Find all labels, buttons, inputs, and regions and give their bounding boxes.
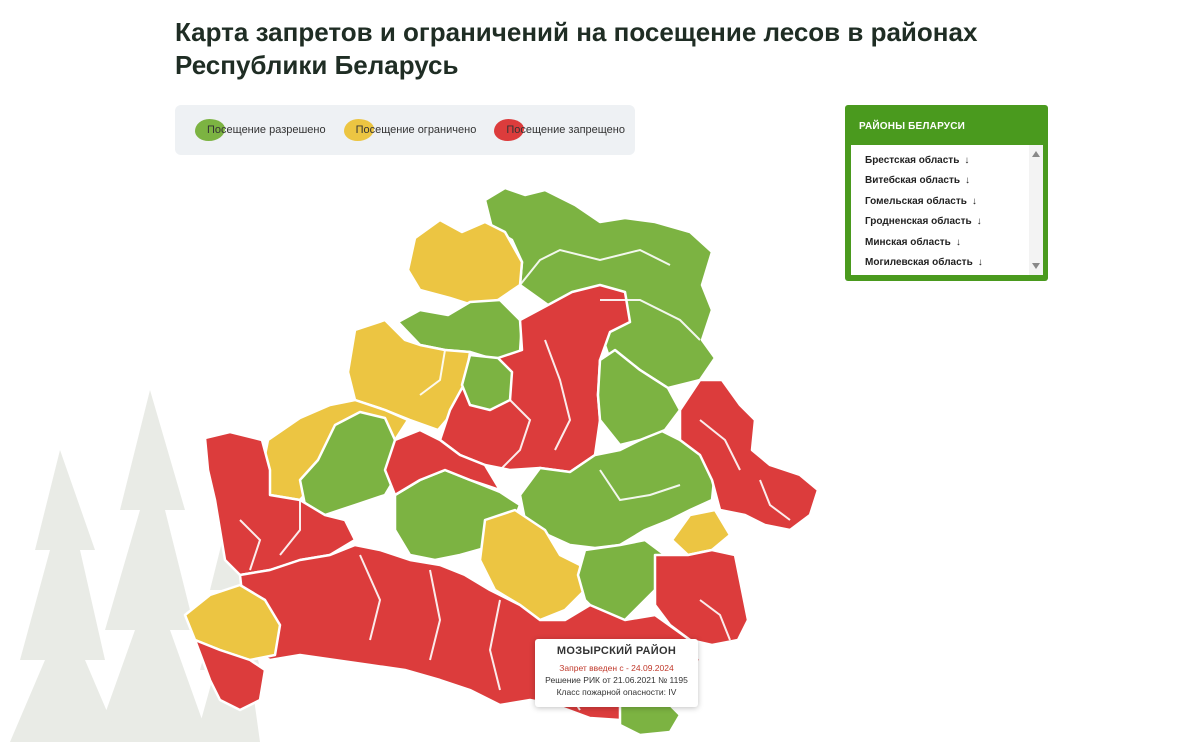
region-item-label: Витебская область	[865, 175, 961, 187]
regions-scrollbar[interactable]	[1029, 145, 1043, 275]
arrow-down-icon: ↓	[976, 216, 982, 228]
legend-allowed-label: Посещение разрешено	[207, 124, 326, 136]
district-area[interactable]	[653, 548, 750, 647]
regions-panel: РАЙОНЫ БЕЛАРУСИ Брестская область ↓ Витеб…	[845, 105, 1048, 281]
page-title: Карта запретов и ограничений на посещени…	[175, 17, 978, 80]
district-area[interactable]	[383, 428, 502, 497]
district-area[interactable]	[298, 410, 402, 517]
region-item-minsk[interactable]: Минская область ↓	[865, 233, 1043, 253]
arrow-down-icon: ↓	[965, 175, 971, 187]
scroll-down-icon[interactable]	[1032, 263, 1040, 269]
legend-allowed: Посещение разрешено	[195, 119, 326, 141]
district-area[interactable]	[518, 428, 717, 550]
district-area[interactable]	[203, 430, 357, 577]
arrow-down-icon: ↓	[955, 236, 961, 248]
scroll-up-icon[interactable]	[1032, 151, 1040, 157]
legend-limited-label: Посещение ограничено	[355, 124, 477, 136]
district-area[interactable]	[478, 508, 587, 622]
district-area[interactable]	[596, 348, 682, 447]
region-item-label: Гомельская область	[865, 195, 967, 207]
legend-banned-label: Посещение запрещено	[506, 124, 625, 136]
district-area[interactable]	[678, 378, 820, 532]
regions-panel-title: РАЙОНЫ БЕЛАРУСИ	[859, 121, 966, 132]
regions-list[interactable]: Брестская область ↓ Витебская область ↓ Го…	[851, 145, 1043, 275]
region-item-label: Брестская область	[865, 155, 960, 166]
district-area[interactable]	[670, 508, 732, 557]
legend-limited-swatch	[343, 119, 374, 141]
tooltip-title: МОЗЫРСКИЙ РАЙОН	[556, 645, 677, 657]
map-legend: Посещение разрешено Посещение ограничено…	[175, 105, 635, 155]
tooltip-decision: Решение РИК от 21.06.2021 № 1195	[545, 675, 688, 685]
district-area[interactable]	[460, 353, 514, 412]
tooltip-ban-date: Запрет введен с - 24.09.2024	[559, 663, 674, 673]
region-item-label: Гродненская область	[865, 216, 972, 228]
region-item-grodno[interactable]: Гродненская область ↓	[865, 212, 1043, 232]
district-area[interactable]	[193, 638, 267, 712]
arrow-down-icon: ↓	[964, 155, 970, 166]
region-item-gomel[interactable]: Гомельская область ↓	[865, 192, 1043, 212]
legend-allowed-swatch	[195, 119, 225, 141]
district-area[interactable]	[576, 538, 667, 622]
region-item-brest[interactable]: Брестская область ↓	[865, 151, 1043, 171]
region-item-mogilev[interactable]: Могилевская область ↓	[865, 253, 1043, 273]
region-item-label: Минская область	[865, 236, 951, 248]
district-tooltip: МОЗЫРСКИЙ РАЙОН Запрет введен с - 24.09.…	[535, 639, 698, 707]
region-item-vitebsk[interactable]: Витебская область ↓	[865, 171, 1043, 191]
legend-banned: Посещение запрещено	[494, 119, 625, 141]
region-item-label: Могилевская область	[865, 256, 973, 268]
tooltip-fire-class: Класс пожарной опасности: IV	[556, 687, 677, 697]
arrow-down-icon: ↓	[971, 195, 977, 207]
legend-banned-swatch	[494, 119, 525, 141]
arrow-down-icon: ↓	[977, 256, 983, 268]
legend-limited: Посещение ограничено	[343, 119, 477, 141]
district-area[interactable]	[406, 218, 524, 307]
